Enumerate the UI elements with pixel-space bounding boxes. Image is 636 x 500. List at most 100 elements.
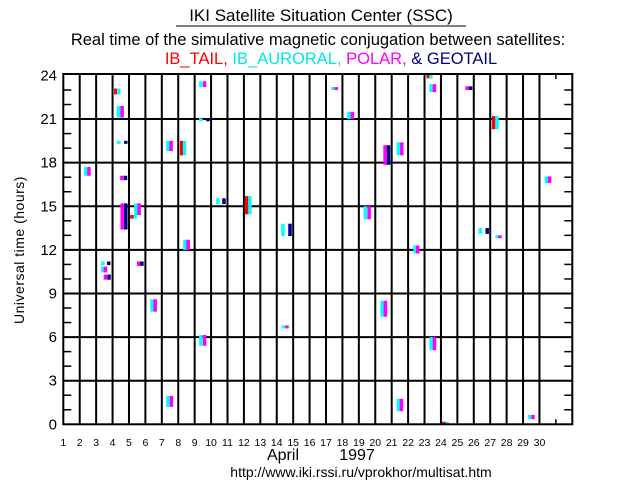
conjugation-bar-polar [137, 203, 141, 215]
source-url[interactable]: http://www.iki.rssi.ru/vprokhor/multisat… [230, 464, 491, 480]
conjugation-bar-ib-auroral [199, 81, 203, 88]
conjugation-bar-ib-auroral [166, 395, 170, 407]
y-tick-label: 0 [49, 416, 57, 433]
conjugation-bar-ib-auroral [199, 118, 203, 122]
conjugation-bar-geotail [206, 118, 210, 122]
conjugation-bar-geotail [124, 203, 128, 230]
conjugation-bar-ib-auroral [216, 198, 220, 205]
x-tick-label: 2 [77, 437, 83, 449]
conjugation-bar-polar [415, 245, 420, 254]
x-tick-label: 3 [93, 437, 99, 449]
conjugation-bar-polar [432, 337, 437, 351]
conjugation-bar-polar [531, 414, 535, 420]
conjugation-bar-polar [400, 142, 404, 156]
conjugation-bar-polar [87, 167, 91, 176]
conjugation-bar-polar [202, 81, 207, 88]
legend-polar: POLAR, [346, 50, 407, 68]
conjugation-bar-polar [120, 203, 124, 230]
conjugation-bar-geotail [124, 140, 128, 144]
conjugation-bar-ib-auroral [363, 206, 368, 220]
conjugation-bar-polar [186, 239, 190, 250]
grid [63, 74, 573, 425]
conjugation-bar-ib-auroral [347, 111, 351, 120]
x-tick-label: 22 [402, 437, 414, 449]
conjugation-bar-ib-auroral [495, 235, 499, 239]
conjugation-bar-ib-auroral [116, 88, 121, 95]
y-axis-labels: 0 3 6 9 12 15 18 21 24 [40, 67, 57, 433]
y-tick-label: 18 [40, 155, 57, 172]
conjugation-bar-polar [399, 398, 404, 412]
x-tick-label: 1 [60, 437, 66, 449]
x-tick-label: 4 [110, 437, 116, 449]
conjugation-bar-ib-tail [114, 88, 118, 95]
x-tick-label: 10 [205, 437, 217, 449]
conjugation-bar-ib-auroral [134, 203, 138, 215]
conjugation-bar-ib-auroral [166, 140, 170, 152]
series-geotail [106, 86, 489, 280]
x-axis-labels: 1 2 3 4 5 6 7 8 9 10 11 12 13 14 15 16 17 18 19 20 21 22 23 24 2… [60, 437, 545, 449]
x-tick-label: 16 [304, 437, 316, 449]
conjugation-bar-ib-auroral [199, 334, 203, 346]
y-tick-label: 15 [40, 198, 57, 215]
conjugation-bar-ib-auroral [101, 261, 105, 266]
satellite-legend: IB_TAIL, IB_AURORAL, POLAR, & GEOTAIL [165, 50, 497, 68]
x-tick-label: 7 [159, 437, 165, 449]
x-tick-label: 13 [254, 437, 266, 449]
conjugation-bar-geotail [468, 86, 473, 90]
conjugation-bar-ib-auroral [396, 142, 401, 156]
conjugation-bar-ib-auroral [116, 140, 121, 144]
legend-geotail: & GEOTAIL [411, 50, 497, 68]
conjugation-bar-polar [103, 274, 108, 280]
y-tick-label: 24 [40, 67, 57, 84]
x-tick-label: 19 [353, 437, 365, 449]
x-tick-label: 25 [452, 437, 464, 449]
conjugation-bar-ib-auroral [544, 176, 549, 184]
series-polar [87, 81, 552, 420]
conjugation-bar-polar [120, 175, 124, 181]
conjugation-bar-geotail [222, 198, 226, 205]
conjugation-bar-ib-auroral [150, 299, 154, 312]
conjugation-bar-polar [465, 86, 469, 90]
conjugation-bar-ib-tail [244, 196, 249, 215]
conjugation-bar-polar [169, 395, 174, 407]
conjugation-bar-ib-auroral [248, 196, 252, 215]
conjugation-bar-ib-auroral [83, 167, 88, 176]
conjugation-bar-ib-auroral [101, 266, 105, 273]
legend-ib-auroral: IB_AURORAL, [232, 50, 341, 68]
x-tick-label: 20 [369, 437, 381, 449]
x-tick-label: 26 [468, 437, 480, 449]
y-tick-label: 6 [49, 329, 57, 346]
x-tick-label: 6 [142, 437, 148, 449]
conjugation-bar-polar [120, 105, 124, 118]
conjugation-bar-ib-auroral [527, 414, 532, 420]
legend-ib-tail: IB_TAIL, [165, 50, 228, 68]
conjugation-bar-ib-auroral [429, 74, 433, 79]
chart-subtitle: Real time of the simulative magnetic con… [71, 31, 565, 49]
conjugation-marks [83, 74, 552, 425]
x-tick-label: 27 [484, 437, 496, 449]
conjugation-bar-ib-auroral [478, 228, 483, 234]
conjugation-bar-ib-auroral [183, 239, 187, 250]
y-tick-label: 21 [40, 111, 57, 128]
conjugation-bar-ib-auroral [182, 140, 187, 156]
x-tick-label: 8 [175, 437, 181, 449]
y-tick-label: 9 [49, 285, 57, 302]
y-tick-label: 3 [49, 373, 57, 390]
x-tick-label: 23 [419, 437, 431, 449]
x-tick-label: 9 [192, 437, 198, 449]
x-tick-label: 21 [386, 437, 398, 449]
y-tick-label: 12 [40, 242, 57, 259]
x-tick-label: 12 [238, 437, 250, 449]
conjugation-bar-polar [432, 84, 437, 93]
conjugation-bar-geotail [106, 261, 111, 266]
conjugation-bar-geotail [288, 223, 292, 237]
conjugation-bar-polar [202, 334, 207, 346]
x-tick-label: 14 [271, 437, 283, 449]
conjugation-bar-geotail [123, 175, 128, 181]
conjugation-bar-ib-tail [491, 116, 496, 130]
conjugation-bar-ib-auroral [281, 223, 285, 237]
conjugation-bar-ib-auroral [429, 84, 433, 93]
conjugation-bar-polar [137, 261, 141, 266]
conjugation-bar-ib-auroral [429, 337, 433, 351]
